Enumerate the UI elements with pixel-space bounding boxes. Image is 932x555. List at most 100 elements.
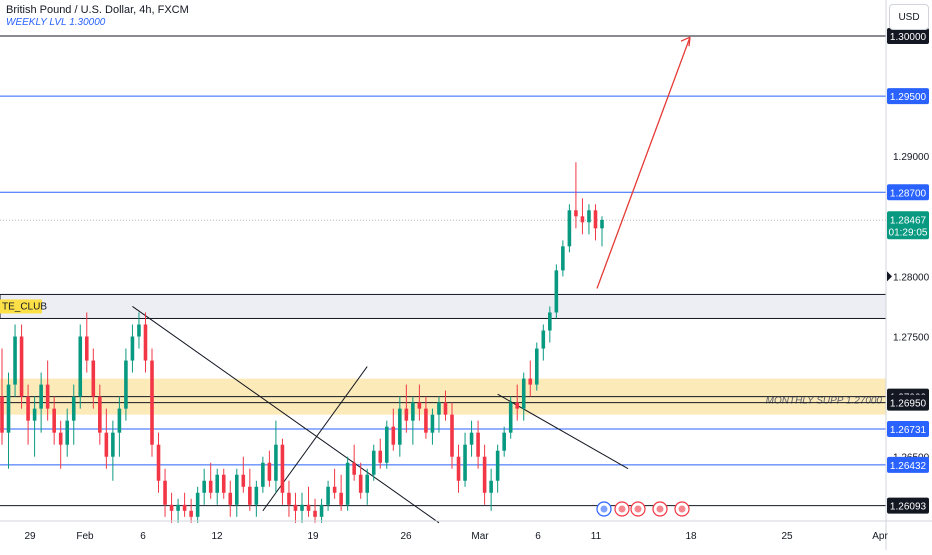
candle[interactable]: [104, 432, 109, 457]
candle[interactable]: [26, 396, 30, 421]
trendline-down[interactable]: [132, 306, 440, 524]
candle[interactable]: [417, 402, 422, 409]
price-badge[interactable]: [887, 456, 929, 473]
candle[interactable]: [58, 432, 63, 445]
candle[interactable]: [248, 486, 252, 505]
candle[interactable]: [319, 504, 324, 517]
candle[interactable]: [534, 348, 539, 385]
candle[interactable]: [208, 480, 213, 493]
candle[interactable]: [306, 504, 311, 511]
candle[interactable]: [424, 408, 428, 433]
candle[interactable]: [32, 408, 37, 421]
candle[interactable]: [326, 486, 330, 505]
candle[interactable]: [463, 444, 467, 481]
trendline-up[interactable]: [262, 366, 368, 512]
candle[interactable]: [13, 336, 17, 385]
candle[interactable]: [398, 408, 402, 445]
candle[interactable]: [52, 408, 56, 433]
price-badge[interactable]: [887, 420, 929, 437]
candle[interactable]: [163, 480, 167, 505]
candle[interactable]: [574, 210, 578, 217]
candle[interactable]: [195, 492, 200, 517]
currency-button[interactable]: USD: [889, 4, 929, 30]
candle[interactable]: [84, 336, 89, 361]
candle[interactable]: [254, 486, 259, 505]
candle[interactable]: [267, 462, 272, 481]
candle[interactable]: [169, 504, 174, 511]
candle[interactable]: [404, 408, 409, 421]
candle[interactable]: [78, 336, 83, 397]
candle[interactable]: [234, 474, 239, 505]
candle[interactable]: [411, 402, 415, 421]
candle[interactable]: [45, 384, 50, 409]
candle[interactable]: [91, 360, 96, 397]
candle[interactable]: [339, 492, 343, 505]
projection-arrow[interactable]: [596, 36, 691, 289]
current-price-badge[interactable]: [887, 211, 929, 240]
candle[interactable]: [293, 504, 298, 511]
candle[interactable]: [476, 432, 480, 457]
candle[interactable]: [450, 414, 454, 457]
candle[interactable]: [6, 384, 11, 433]
candle[interactable]: [332, 486, 337, 493]
candle[interactable]: [19, 336, 24, 397]
candle[interactable]: [313, 510, 317, 517]
candle[interactable]: [221, 474, 226, 493]
candle[interactable]: [189, 510, 193, 517]
candle[interactable]: [528, 378, 533, 385]
candle[interactable]: [554, 270, 559, 313]
candle[interactable]: [580, 216, 585, 223]
price-badge[interactable]: [887, 28, 929, 44]
candle[interactable]: [39, 384, 43, 409]
candle[interactable]: [600, 219, 604, 229]
candle[interactable]: [437, 402, 441, 415]
candle[interactable]: [156, 444, 161, 481]
price-badge[interactable]: [887, 88, 929, 105]
candle[interactable]: [287, 492, 291, 505]
candle[interactable]: [98, 396, 102, 433]
candle[interactable]: [117, 408, 122, 433]
candle[interactable]: [274, 444, 278, 481]
candle[interactable]: [567, 210, 572, 247]
candle[interactable]: [365, 474, 370, 493]
candle[interactable]: [587, 210, 591, 223]
candle[interactable]: [548, 312, 552, 331]
candle[interactable]: [182, 504, 187, 511]
candle[interactable]: [358, 474, 363, 493]
grey-zone[interactable]: [0, 293, 887, 319]
candle[interactable]: [228, 492, 233, 505]
candle[interactable]: [391, 426, 396, 445]
candle[interactable]: [508, 402, 513, 433]
candle[interactable]: [541, 330, 546, 349]
candle[interactable]: [384, 426, 389, 463]
candle[interactable]: [378, 450, 383, 463]
candle[interactable]: [202, 480, 206, 493]
price-badge[interactable]: [887, 497, 929, 514]
candle[interactable]: [561, 246, 565, 271]
candle[interactable]: [489, 480, 493, 493]
candle[interactable]: [469, 432, 474, 445]
candle[interactable]: [65, 420, 70, 445]
price-badge[interactable]: [887, 394, 929, 411]
candle[interactable]: [352, 462, 356, 475]
candle[interactable]: [515, 402, 520, 409]
candle[interactable]: [280, 444, 285, 493]
candle[interactable]: [456, 456, 461, 481]
candle[interactable]: [482, 456, 487, 493]
candle[interactable]: [371, 450, 376, 475]
candle[interactable]: [443, 402, 448, 415]
candle[interactable]: [300, 504, 304, 511]
candle[interactable]: [130, 336, 135, 361]
candle[interactable]: [137, 324, 141, 337]
candle[interactable]: [502, 432, 506, 451]
candle[interactable]: [150, 360, 154, 445]
candle[interactable]: [143, 324, 148, 361]
price-badge[interactable]: [887, 184, 929, 201]
candle[interactable]: [176, 504, 180, 511]
candle[interactable]: [521, 378, 526, 409]
candle[interactable]: [111, 432, 115, 457]
candle[interactable]: [215, 474, 220, 493]
trendline-channel[interactable]: [497, 393, 629, 470]
candle[interactable]: [261, 462, 265, 487]
